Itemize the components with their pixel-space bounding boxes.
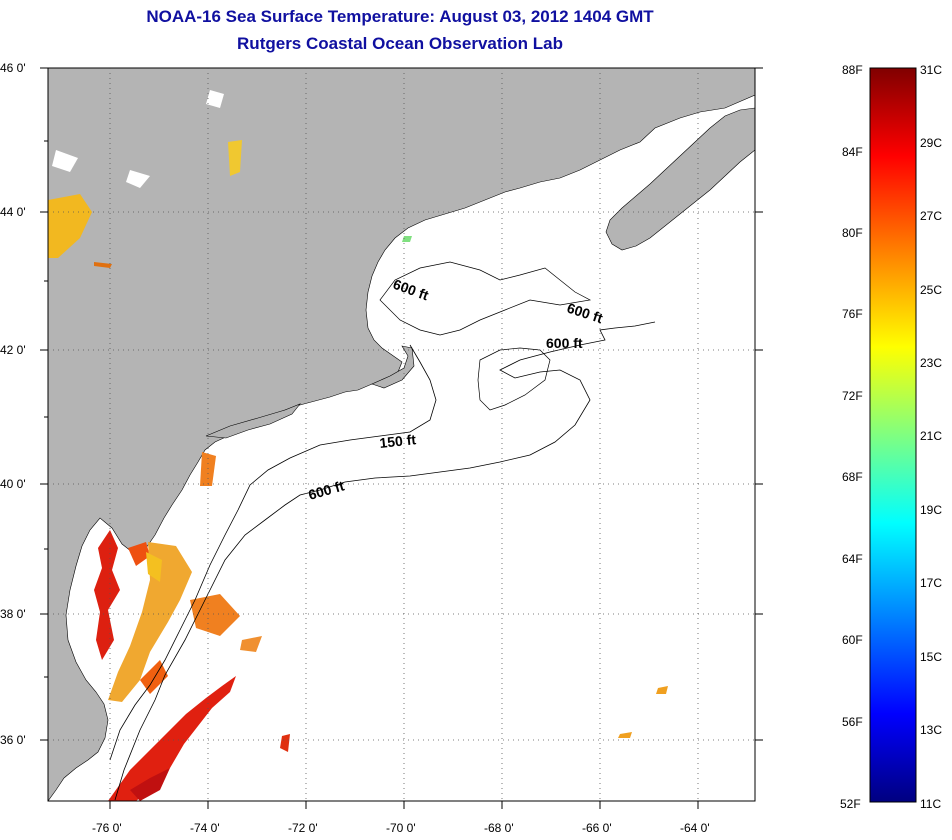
lat-label: 46 0' bbox=[0, 61, 26, 75]
colorbar-c-label: 11C bbox=[920, 797, 941, 811]
lon-label: -64 0' bbox=[680, 821, 710, 835]
land-long-island bbox=[205, 403, 301, 439]
colorbar-c-label: 15C bbox=[920, 650, 942, 664]
lon-label: -66 0' bbox=[582, 821, 612, 835]
colorbar-f-label: 80F bbox=[842, 226, 863, 240]
lat-label: 38 0' bbox=[0, 607, 26, 621]
colorbar-f-label: 68F bbox=[842, 470, 863, 484]
map-frame bbox=[47, 67, 756, 802]
land-mainland bbox=[48, 68, 755, 801]
colorbar-c-label: 29C bbox=[920, 136, 942, 150]
lon-label: -68 0' bbox=[484, 821, 514, 835]
colorbar-f-label: 56F bbox=[842, 715, 863, 729]
sst-patch-lake bbox=[48, 194, 92, 258]
land-nova-scotia bbox=[605, 107, 755, 251]
colorbar-c-label: 17C bbox=[920, 576, 942, 590]
colorbar-f-label: 64F bbox=[842, 552, 863, 566]
colorbar-c-label: 19C bbox=[920, 503, 942, 517]
isobath-600ft bbox=[114, 321, 656, 801]
sst-patch-mid-atlantic bbox=[108, 542, 192, 702]
sst-patch-carolinas bbox=[108, 676, 236, 801]
isobath-150ft bbox=[109, 344, 437, 761]
chesapeake-bay bbox=[94, 530, 120, 660]
lat-label: 42 0' bbox=[0, 343, 26, 357]
lon-label: -70 0' bbox=[386, 821, 416, 835]
delaware-bay bbox=[128, 542, 150, 566]
colorbar bbox=[869, 67, 917, 803]
lon-label: -76 0' bbox=[92, 821, 122, 835]
map-subtitle: Rutgers Coastal Ocean Observation Lab bbox=[237, 34, 563, 53]
graticule bbox=[48, 68, 755, 801]
isobath-label: 600 ft bbox=[546, 335, 583, 351]
colorbar-f-label: 84F bbox=[842, 145, 863, 159]
colorbar-c-label: 21C bbox=[920, 429, 942, 443]
colorbar-f-label: 72F bbox=[842, 389, 863, 403]
colorbar-f-label: 60F bbox=[842, 633, 863, 647]
colorbar-f-label: 76F bbox=[842, 307, 863, 321]
colorbar-f-label: 52F bbox=[840, 797, 861, 811]
land-cape-cod bbox=[371, 345, 415, 389]
lat-label: 44 0' bbox=[0, 205, 26, 219]
isobath-label: 150 ft bbox=[379, 431, 417, 451]
colorbar-c-label: 31C bbox=[920, 63, 942, 77]
colorbar-c-label: 23C bbox=[920, 356, 942, 370]
colorbar-c-label: 25C bbox=[920, 283, 942, 297]
lat-label: 36 0' bbox=[0, 733, 26, 747]
lon-label: -72 0' bbox=[288, 821, 318, 835]
lon-label: -74 0' bbox=[190, 821, 220, 835]
colorbar-f-label: 88F bbox=[842, 63, 863, 77]
colorbar-c-label: 13C bbox=[920, 723, 942, 737]
map-title: NOAA-16 Sea Surface Temperature: August … bbox=[146, 7, 654, 26]
lat-label: 40 0' bbox=[0, 477, 26, 491]
map-area bbox=[48, 68, 755, 801]
colorbar-c-label: 27C bbox=[920, 209, 942, 223]
